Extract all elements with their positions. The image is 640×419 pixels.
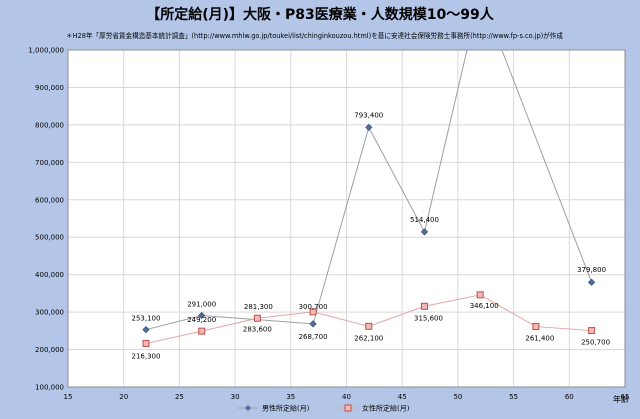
- data-label: 216,300: [132, 352, 161, 360]
- data-point-male: [365, 123, 373, 131]
- series-female: [142, 291, 596, 347]
- data-label: 261,400: [525, 335, 554, 343]
- data-label-extra: 281,300: [244, 303, 273, 311]
- chart-title: 【所定給(月)】大阪・P83医療業・人数規模10～99人: [146, 7, 494, 23]
- data-label: 249,200: [187, 316, 216, 324]
- x-tick-label: 45: [398, 393, 407, 401]
- y-tick-label: 600,000: [35, 196, 64, 204]
- data-point-female: [532, 323, 540, 331]
- data-label: 379,800: [577, 266, 606, 274]
- data-point-male: [587, 278, 596, 286]
- data-label: 262,100: [354, 334, 383, 342]
- data-label: 291,000: [187, 300, 216, 308]
- series-male: [142, 50, 596, 334]
- data-point-female: [309, 308, 317, 316]
- data-point-female: [198, 327, 206, 335]
- data-point-female: [365, 322, 373, 330]
- legend-marker-male: [245, 405, 251, 411]
- x-tick-label: 35: [286, 393, 295, 401]
- x-axis-title: 年齢: [613, 394, 629, 404]
- x-tick-label: 65: [621, 393, 630, 401]
- data-point-female: [476, 291, 484, 299]
- legend-label-male: 男性所定給(月): [262, 404, 310, 413]
- data-point-male: [309, 320, 317, 328]
- plot-border: [67, 49, 626, 388]
- data-point-female: [142, 339, 150, 347]
- data-label: 300,700: [299, 303, 328, 311]
- y-tick-label: 100,000: [35, 384, 64, 392]
- y-tick-label: 1,000,000: [28, 47, 64, 55]
- data-point-male: [142, 326, 150, 334]
- chart-subtitle: ＊H28年「厚労省賃金構造基本統計調査」(http://www.mhlw.go.…: [66, 32, 563, 40]
- y-tick-label: 700,000: [35, 159, 64, 167]
- data-label: 793,400: [354, 111, 383, 119]
- y-tick-label: 400,000: [35, 271, 64, 279]
- data-label: 250,700: [581, 339, 610, 347]
- legend: 男性所定給(月) 女性所定給(月): [238, 404, 410, 413]
- x-tick-label: 60: [565, 393, 574, 401]
- legend-marker-female: [344, 404, 352, 412]
- data-point-male: [198, 311, 206, 320]
- y-tick-label: 900,000: [35, 84, 64, 92]
- x-tick-label: 50: [453, 393, 462, 401]
- y-tick-label: 300,000: [35, 309, 64, 317]
- y-tick-label: 200,000: [35, 346, 64, 354]
- y-tick-label: 800,000: [35, 121, 64, 129]
- x-tick-label: 20: [119, 393, 128, 401]
- x-tick-label: 55: [509, 393, 518, 401]
- data-point-female: [253, 314, 261, 322]
- x-tick-label: 40: [342, 393, 351, 401]
- data-label: 253,100: [132, 315, 161, 323]
- legend-label-female: 女性所定給(月): [362, 404, 410, 413]
- y-tick-label: 500,000: [35, 234, 64, 242]
- data-label: 268,700: [299, 333, 328, 341]
- data-point-female: [420, 302, 428, 310]
- data-label: 315,600: [414, 314, 443, 322]
- data-label: 346,100: [470, 302, 499, 310]
- data-label: 283,600: [243, 325, 272, 333]
- data-point-female: [588, 327, 596, 335]
- x-tick-label: 30: [231, 393, 240, 401]
- x-tick-label: 15: [64, 393, 73, 401]
- x-tick-label: 25: [175, 393, 184, 401]
- data-point-male: [420, 228, 429, 236]
- data-label: 514,400: [410, 216, 439, 224]
